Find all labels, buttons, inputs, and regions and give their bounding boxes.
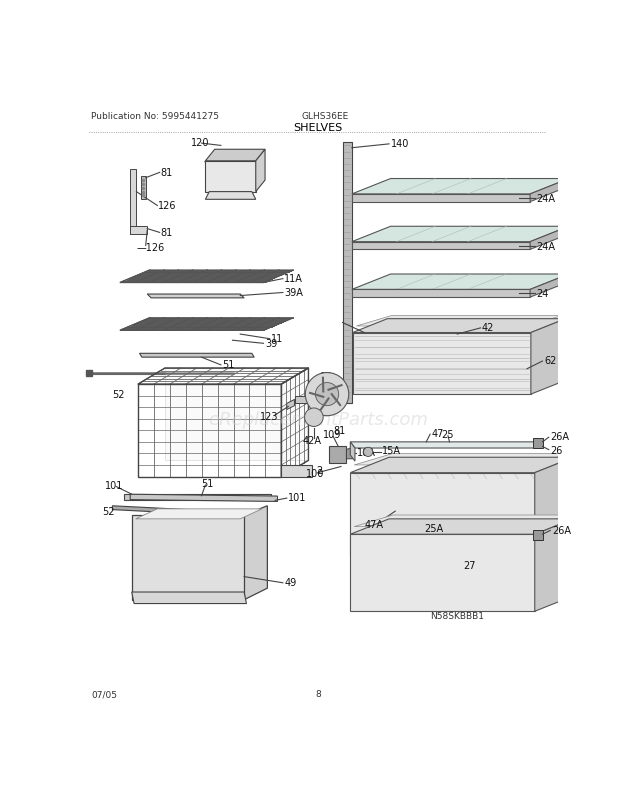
Polygon shape [354,454,570,465]
Polygon shape [140,354,254,358]
Text: 81: 81 [334,426,345,435]
Text: 42: 42 [482,322,494,333]
Polygon shape [530,180,569,202]
Polygon shape [286,400,294,410]
Polygon shape [352,242,530,250]
Text: 101: 101 [288,492,307,503]
Polygon shape [531,319,565,395]
Polygon shape [352,180,569,195]
Polygon shape [130,227,148,235]
Text: SHELVES: SHELVES [293,124,342,133]
Text: 52: 52 [102,507,115,516]
Polygon shape [350,473,534,557]
Polygon shape [350,443,355,461]
Polygon shape [530,227,569,250]
Text: 24A: 24A [536,241,556,251]
Text: 8: 8 [315,690,321,699]
Text: 39: 39 [265,338,277,348]
Polygon shape [131,516,244,600]
Text: 47: 47 [432,429,444,439]
Text: 27: 27 [463,561,476,570]
Polygon shape [112,506,264,517]
Polygon shape [353,319,565,333]
Polygon shape [131,592,247,604]
Polygon shape [205,192,255,200]
Text: 42A: 42A [303,435,321,446]
Text: 07/05: 07/05 [92,690,117,699]
Text: 81: 81 [161,168,173,178]
Text: 25: 25 [441,430,454,439]
Polygon shape [329,446,347,463]
Text: 51: 51 [202,478,214,488]
Text: 120: 120 [192,138,210,148]
Text: 51: 51 [223,359,235,370]
Polygon shape [281,465,312,477]
Text: 24: 24 [536,289,549,299]
Circle shape [363,448,373,457]
Text: —126: —126 [136,243,165,253]
Polygon shape [130,169,136,235]
Polygon shape [165,368,309,461]
Polygon shape [294,396,310,404]
Polygon shape [534,458,574,557]
Circle shape [316,383,339,406]
Circle shape [306,373,348,416]
Polygon shape [342,143,352,404]
Text: 39A: 39A [285,287,303,298]
Polygon shape [530,274,569,298]
Polygon shape [352,290,530,298]
Text: 25A: 25A [425,524,444,533]
Polygon shape [353,333,531,395]
Text: GLHS36EE: GLHS36EE [302,111,349,120]
Polygon shape [130,495,278,502]
Circle shape [304,408,323,427]
Polygon shape [352,227,569,242]
Text: 49: 49 [285,577,297,587]
Polygon shape [533,531,542,541]
Text: N58SKBBB1: N58SKBBB1 [430,611,484,620]
Text: 11: 11 [272,334,283,343]
Text: 26A: 26A [552,525,571,535]
Polygon shape [350,458,574,473]
Polygon shape [352,195,530,202]
Polygon shape [136,509,262,519]
Text: 123: 123 [260,411,278,421]
Polygon shape [350,443,539,448]
Text: 101: 101 [105,480,123,490]
Polygon shape [350,519,574,535]
Polygon shape [141,177,146,200]
Text: 109: 109 [323,430,342,439]
Polygon shape [124,495,272,500]
Polygon shape [347,448,353,460]
Polygon shape [534,519,574,611]
Text: 15A: 15A [382,445,401,455]
Polygon shape [533,439,542,448]
Text: 100: 100 [306,469,324,479]
Text: 24A: 24A [536,193,556,204]
Text: 81: 81 [161,227,173,237]
Polygon shape [352,274,569,290]
Text: 26A: 26A [551,432,569,442]
Text: 11A: 11A [285,273,303,283]
Polygon shape [350,535,534,611]
Text: 140: 140 [391,139,409,149]
Text: 47A: 47A [365,520,383,529]
Text: 2: 2 [316,466,322,476]
Text: 52: 52 [112,390,125,399]
Polygon shape [205,162,255,192]
Polygon shape [255,150,265,192]
Polygon shape [244,506,267,600]
Text: 62: 62 [544,356,556,366]
Text: 26: 26 [551,445,562,455]
Polygon shape [148,294,244,298]
Text: 97: 97 [319,372,332,382]
Text: 126: 126 [158,200,177,210]
Polygon shape [356,316,562,326]
Text: 16A: 16A [356,448,375,457]
Polygon shape [354,516,570,527]
Text: eReplacementParts.com: eReplacementParts.com [208,411,428,428]
Text: Publication No: 5995441275: Publication No: 5995441275 [92,111,219,120]
Polygon shape [205,150,265,162]
